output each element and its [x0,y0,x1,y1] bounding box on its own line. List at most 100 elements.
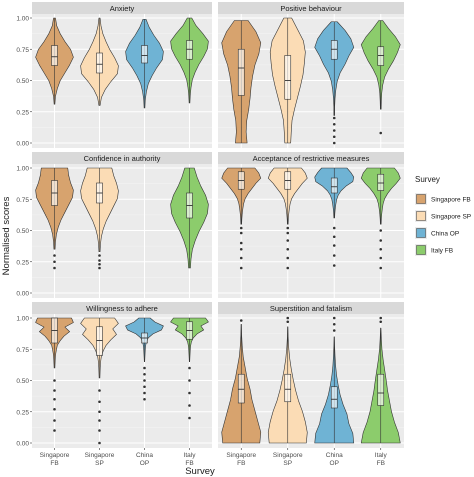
y-tick-label: 1.00 [16,166,29,173]
outlier-point [239,247,243,251]
panel-superstition-and-fatalism: Superstition and fatalismSingaporeFBSing… [218,302,404,467]
x-tick-label: Singapore [85,452,115,459]
violin-china-op [314,21,355,145]
outlier-point [332,254,336,257]
violin-singapore-sp [80,317,119,445]
panel-willingness-to-adhere: Willingness to adhere 0.00 0.25 0.50 0.75 1.0… [16,302,212,467]
legend-label: Italy FB [431,248,453,255]
x-tick-label: Singapore [40,452,70,459]
violin-singapore-sp [267,316,308,444]
x-tick-label: FB [185,460,193,467]
outlier-point [332,129,336,132]
legend-swatch [416,245,426,255]
outlier-point [53,266,56,270]
outlier-point [332,135,336,139]
x-tick-label: Singapore [226,452,256,459]
legend-item-singapore-sp: Singapore SP [415,210,471,222]
outlier-point [239,226,243,230]
outlier-point [98,262,101,266]
legend-item-italy-fb: Italy FB [415,244,453,256]
outlier-point [188,404,191,407]
y-tick-label: 0.00 [16,141,29,148]
legend-item-china-op: China OP [415,227,459,239]
violin-singapore-fb [221,319,262,444]
outlier-point [239,319,243,322]
y-tick-label: 0.00 [16,291,29,298]
legend-swatch [416,211,426,221]
panel-strip [32,2,212,14]
y-tick-label: 0.50 [16,378,29,385]
violin-singapore-fb [35,317,74,432]
box [237,48,245,96]
violin-singapore-fb [35,17,74,105]
outlier-point [143,372,146,376]
violin-china-op [125,18,164,109]
legend-title: Survey [415,175,440,184]
outlier-point [188,416,191,420]
outlier-point [286,256,290,260]
panel-strip [218,302,404,314]
outlier-point [286,226,290,230]
outlier-point [286,231,290,235]
x-axis-label: Survey [185,466,215,477]
panel-strip [218,152,404,164]
violin-china-op [314,167,355,267]
box [377,46,385,66]
outlier-point [188,366,191,370]
outlier-point [143,379,146,382]
outlier-point [379,266,383,270]
outlier-point [53,397,56,401]
outlier-point [379,131,383,135]
panel-title: Confidence in authority [84,154,161,163]
outlier-point [98,429,101,432]
box [51,45,58,66]
outlier-point [332,264,336,267]
outlier-point [239,256,243,260]
panel-title: Willingness to adhere [86,304,158,313]
x-tick-label: OP [140,460,149,467]
box [237,373,245,404]
box [96,326,103,356]
outlier-point [143,397,146,401]
x-tick-label: China [326,452,343,459]
outlier-point [53,260,56,264]
outlier-point [98,389,101,392]
x-tick-label: Singapore [273,452,303,459]
panel-strip [218,2,404,14]
violin-singapore-fb [221,20,262,144]
outlier-point [53,254,56,257]
outlier-point [53,389,56,392]
box [377,373,385,406]
legend-label: Singapore SP [431,214,471,221]
outlier-point [188,379,191,382]
panel-strip [32,302,212,314]
box [377,173,385,191]
outlier-point [98,400,101,404]
outlier-point [286,266,290,270]
outlier-point [98,254,101,257]
outlier-point [332,244,336,247]
violin-singapore-fb [221,167,262,270]
violin-china-op [314,316,355,444]
violin-italy-fb [170,317,209,420]
outlier-point [143,391,146,395]
y-tick-label: 0.25 [16,109,29,116]
panel-title: Anxiety [110,4,135,13]
violin-italy-fb [170,167,209,269]
panel-anxiety: Anxiety 0.00 0.25 0.50 0.75 1.00 [16,2,212,148]
outlier-point [286,247,290,251]
box [330,386,338,409]
y-tick-label: 0.75 [16,47,29,54]
box [284,373,292,403]
violin-italy-fb [360,167,401,270]
outlier-point [379,239,383,242]
outlier-point [379,320,383,324]
panel-title: Acceptance of restrictive measures [253,154,370,163]
panel-strip [32,152,212,164]
outlier-point [143,366,146,370]
axes: Normalised scores Survey [1,196,215,477]
outlier-point [53,379,56,382]
y-tick-label: 1.00 [16,16,29,23]
outlier-point [332,329,336,332]
